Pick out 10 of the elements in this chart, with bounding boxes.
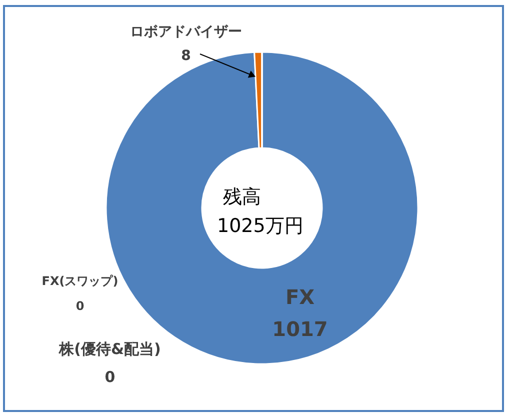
text: 0	[76, 299, 84, 313]
text: 0	[104, 368, 116, 386]
category-label: FX(スワップ)	[42, 274, 118, 288]
text: 1025万円	[217, 215, 304, 237]
data-label: 8	[181, 48, 191, 64]
category-label: 株(優待&配当)	[59, 340, 161, 358]
slice-label: ロボアドバイザー	[130, 24, 242, 40]
text: 残高	[223, 186, 261, 208]
slice-label: FX	[285, 285, 316, 309]
data-label: 1017	[272, 317, 328, 341]
